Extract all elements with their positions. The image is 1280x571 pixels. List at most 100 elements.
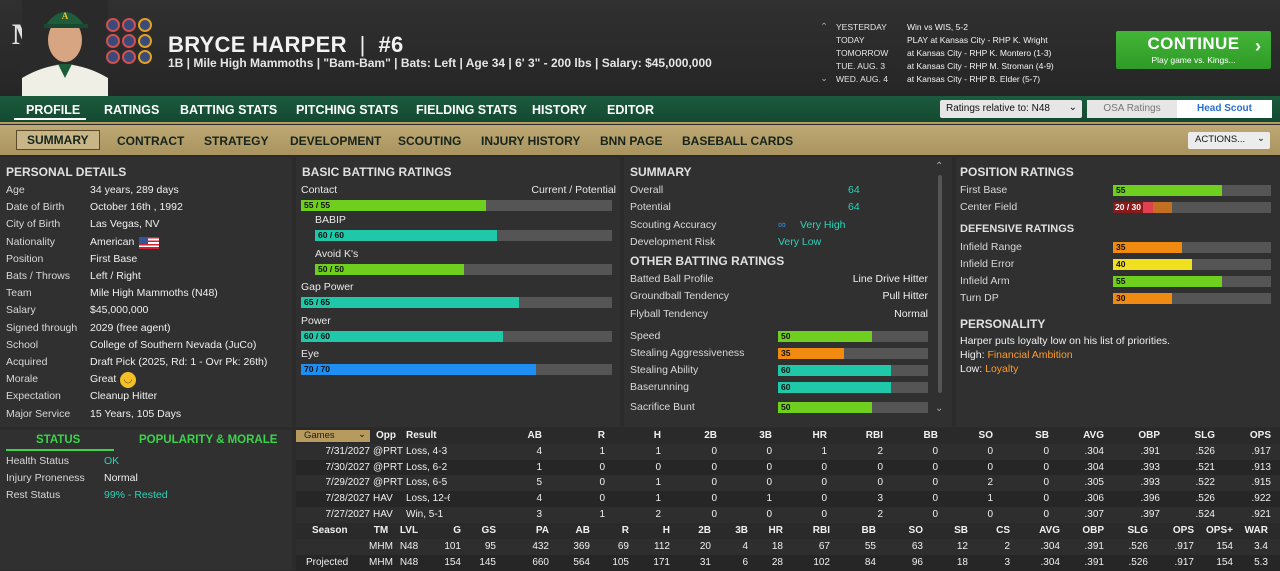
tab-batting-stats[interactable]: BATTING STATS bbox=[180, 103, 278, 117]
subtab-summary[interactable]: SUMMARY bbox=[16, 130, 100, 150]
subtab-strategy[interactable]: STRATEGY bbox=[204, 134, 269, 148]
ratings-relative-select[interactable]: Ratings relative to: N48 ⌄ bbox=[940, 100, 1082, 118]
season-column-header[interactable]: TM bbox=[373, 525, 389, 536]
column-header[interactable]: RBI bbox=[865, 430, 883, 441]
column-header[interactable]: 3B bbox=[759, 430, 772, 441]
schedule-row[interactable]: TOMORROW at Kansas City - RHP K. Montero … bbox=[812, 46, 1112, 59]
column-header[interactable]: AVG bbox=[1083, 430, 1104, 441]
tab-ratings[interactable]: RATINGS bbox=[104, 103, 160, 117]
schedule-row[interactable]: TODAY PLAY at Kansas City - RHP K. Wright bbox=[812, 33, 1112, 46]
personal-label: Salary bbox=[6, 304, 36, 317]
actions-dropdown[interactable]: ACTIONS... ⌄ bbox=[1188, 132, 1270, 149]
season-column-header[interactable]: 3B bbox=[735, 525, 748, 536]
season-cell: MHM bbox=[369, 557, 393, 568]
game-cell: .304 bbox=[1084, 461, 1104, 473]
column-header[interactable]: SLG bbox=[1194, 430, 1215, 441]
game-cell: HAV bbox=[373, 493, 393, 505]
tab-popularity-morale[interactable]: POPULARITY & MORALE bbox=[139, 434, 278, 446]
schedule-row[interactable]: ⌃ YESTERDAY Win vs WIS, 5-2 bbox=[812, 20, 1112, 33]
game-cell: 0 bbox=[655, 461, 661, 473]
game-cell: .526 bbox=[1195, 493, 1215, 505]
tab-history[interactable]: HISTORY bbox=[532, 103, 587, 117]
column-header[interactable]: Opp bbox=[376, 430, 396, 441]
game-row[interactable]: 7/30/2027 @PRT Loss, 6-2 1 0 0 0 0 0 0 0 0 0 .304 .393… bbox=[296, 459, 1280, 476]
game-row[interactable]: 7/27/2027 HAV Win, 5-1 3 1 2 0 0 0 2 0 0 0 .307 .397 .5… bbox=[296, 506, 1280, 523]
column-header[interactable]: OPS bbox=[1249, 430, 1271, 441]
game-cell: 0 bbox=[987, 461, 993, 473]
subtab-injury-history[interactable]: INJURY HISTORY bbox=[481, 134, 581, 148]
season-column-header[interactable]: SB bbox=[954, 525, 968, 536]
column-header[interactable]: AB bbox=[527, 430, 542, 441]
season-column-header[interactable]: LVL bbox=[399, 525, 419, 536]
season-cell: 154 bbox=[1216, 541, 1233, 552]
column-header[interactable]: Result bbox=[406, 430, 437, 441]
games-dropdown[interactable]: Games ⌄ bbox=[296, 429, 370, 442]
chevron-up-icon[interactable]: ⌃ bbox=[935, 161, 944, 172]
game-row[interactable]: 7/31/2027 @PRT Loss, 4-3 4 1 1 0 0 1 2 0 0 0 .304 .391… bbox=[296, 444, 1280, 460]
subtab-bnn-page[interactable]: BNN PAGE bbox=[600, 134, 663, 148]
season-column-header[interactable]: WAR bbox=[1244, 525, 1268, 536]
season-column-header[interactable]: R bbox=[621, 525, 629, 536]
continue-button[interactable]: CONTINUE Play game vs. Kings... › bbox=[1116, 31, 1271, 69]
season-column-header[interactable]: Season bbox=[312, 525, 348, 536]
subtab-development[interactable]: DEVELOPMENT bbox=[290, 134, 382, 148]
subtab-baseball-cards[interactable]: BASEBALL CARDS bbox=[682, 134, 794, 148]
season-cell: 154 bbox=[444, 557, 461, 568]
season-column-header[interactable]: SO bbox=[908, 525, 923, 536]
column-header[interactable]: 2B bbox=[704, 430, 717, 441]
tab-editor[interactable]: EDITOR bbox=[607, 103, 654, 117]
season-column-header[interactable]: AB bbox=[575, 525, 590, 536]
season-column-header[interactable]: OPS+ bbox=[1206, 525, 1233, 536]
status-underline bbox=[6, 449, 114, 451]
head-scout-button[interactable]: Head Scout bbox=[1177, 100, 1272, 118]
tab-fielding-stats[interactable]: FIELDING STATS bbox=[416, 103, 517, 117]
summary-value: Very High bbox=[800, 218, 846, 231]
season-cell: MHM bbox=[369, 541, 393, 552]
season-column-header[interactable]: H bbox=[662, 525, 670, 536]
personal-value: October 16th , 1992 bbox=[90, 201, 183, 214]
tab-status[interactable]: STATUS bbox=[36, 434, 81, 446]
season-column-header[interactable]: SLG bbox=[1127, 525, 1148, 536]
season-column-header[interactable]: BB bbox=[861, 525, 876, 536]
personal-value: 34 years, 289 days bbox=[90, 184, 179, 196]
chevron-icon[interactable]: ⌃ bbox=[820, 21, 828, 31]
game-row[interactable]: 7/29/2027 @PRT Loss, 6-5 5 0 1 0 0 0 0 0 2 0 .305 .393… bbox=[296, 475, 1280, 492]
game-cell: 7/28/2027 bbox=[325, 493, 371, 505]
osa-ratings-button[interactable]: OSA Ratings bbox=[1087, 100, 1177, 118]
subtab-scouting[interactable]: SCOUTING bbox=[398, 134, 462, 148]
rating-bar: 20 / 30 bbox=[1113, 202, 1271, 213]
chevron-down-icon: ⌄ bbox=[1068, 102, 1077, 113]
season-cell: N48 bbox=[399, 541, 419, 552]
schedule-row[interactable]: ⌄ WED. AUG. 4 at Kansas City - RHP B. Elde… bbox=[812, 72, 1112, 85]
rating-bar-fill bbox=[1113, 185, 1222, 196]
column-header[interactable]: R bbox=[597, 430, 605, 441]
schedule-row[interactable]: TUE. AUG. 3 at Kansas City - RHP M. Strom… bbox=[812, 59, 1112, 72]
subtab-contract[interactable]: CONTRACT bbox=[117, 134, 185, 148]
defensive-ratings-title: DEFENSIVE RATINGS bbox=[960, 223, 1075, 235]
game-row[interactable]: 7/28/2027 HAV Loss, 12-6 4 0 1 0 1 0 3 0 1 0 .306 .396… bbox=[296, 491, 1280, 508]
column-header[interactable]: H bbox=[653, 430, 661, 441]
chevron-icon[interactable]: ⌄ bbox=[820, 73, 828, 83]
column-header[interactable]: SO bbox=[978, 430, 993, 441]
chevron-down-icon[interactable]: ⌄ bbox=[935, 403, 944, 414]
season-column-header[interactable]: CS bbox=[996, 525, 1010, 536]
summary-scrollbar[interactable] bbox=[938, 175, 942, 393]
season-column-header[interactable]: G bbox=[453, 525, 461, 536]
column-header[interactable]: SB bbox=[1035, 430, 1049, 441]
column-header[interactable]: OBP bbox=[1138, 430, 1160, 441]
season-column-header[interactable]: RBI bbox=[812, 525, 830, 536]
rating-bar-label: 35 bbox=[781, 348, 791, 358]
game-cell: 0 bbox=[932, 493, 938, 505]
season-column-header[interactable]: 2B bbox=[698, 525, 711, 536]
season-column-header[interactable]: OPS bbox=[1172, 525, 1194, 536]
summary-value: 64 bbox=[848, 201, 860, 214]
season-column-header[interactable]: HR bbox=[768, 525, 783, 536]
season-column-header[interactable]: AVG bbox=[1039, 525, 1060, 536]
tab-pitching-stats[interactable]: PITCHING STATS bbox=[296, 103, 399, 117]
personal-label: Expectation bbox=[6, 390, 61, 403]
season-column-header[interactable]: PA bbox=[535, 525, 549, 536]
season-column-header[interactable]: OBP bbox=[1082, 525, 1104, 536]
column-header[interactable]: HR bbox=[812, 430, 827, 441]
column-header[interactable]: BB bbox=[923, 430, 938, 441]
season-column-header[interactable]: GS bbox=[481, 525, 496, 536]
